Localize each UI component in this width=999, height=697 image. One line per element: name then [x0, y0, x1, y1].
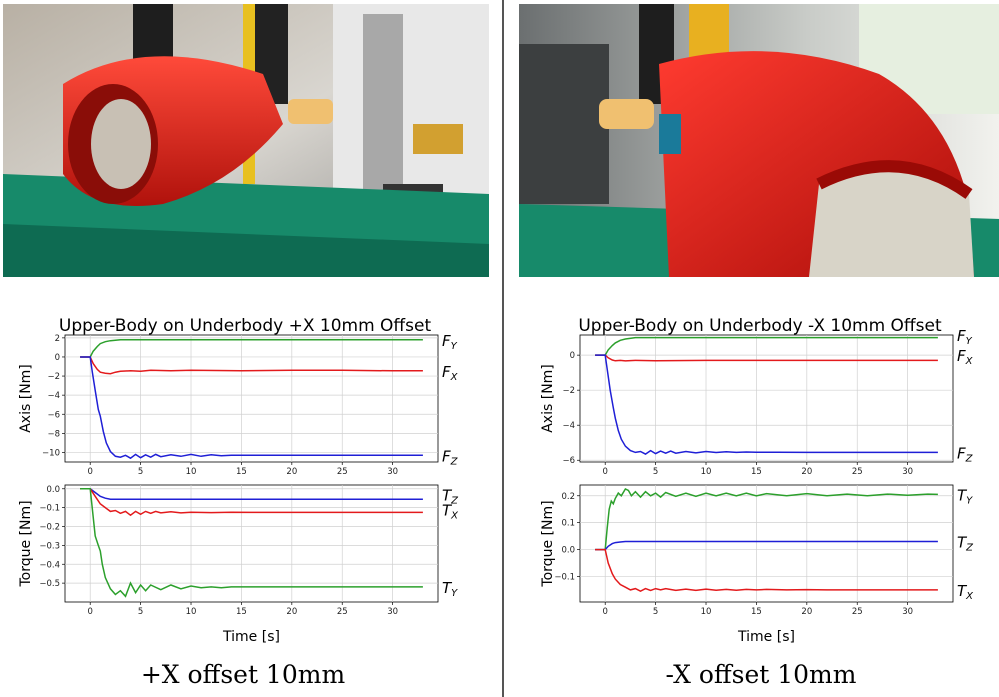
y-tick-label: 0.0 — [46, 485, 60, 495]
x-tick-label: 10 — [701, 467, 712, 477]
x-tick-label: 25 — [852, 467, 863, 477]
x-tick-label: 10 — [186, 467, 197, 477]
y-axis-label: Torque [Nm] — [540, 500, 556, 587]
series-label-FZ: FZ — [957, 444, 974, 464]
x-tick-label: 0 — [602, 467, 607, 477]
x-tick-label: 15 — [751, 467, 762, 477]
x-tick-label: 15 — [236, 467, 247, 477]
y-tick-label: 2 — [55, 334, 60, 344]
x-tick-label: 0 — [87, 607, 92, 617]
series-line-FX — [595, 354, 938, 362]
photo-right-image — [519, 4, 999, 277]
chart-0: 0 5 10 15 20 25 3020−2−4−6−8−10FYFXFZUpper-Bod… — [18, 316, 459, 477]
y-tick-label: −0.1 — [554, 572, 575, 582]
x-tick-label: 5 — [653, 467, 658, 477]
series-line-FZ — [595, 354, 938, 455]
x-tick-label: 30 — [902, 607, 913, 617]
x-tick-label: 20 — [286, 607, 297, 617]
x-tick-label: 0 — [602, 607, 607, 617]
series-label-TX: TX — [442, 502, 459, 522]
y-tick-label: 0.0 — [561, 546, 575, 556]
y-axis-label: Axis [Nm] — [18, 364, 34, 433]
series-label-TZ: TZ — [442, 486, 459, 506]
y-tick-label: −0.5 — [39, 579, 60, 589]
series-line-FY — [595, 336, 938, 356]
x-tick-label: 25 — [852, 607, 863, 617]
series-line-FY — [80, 339, 423, 358]
plot-area — [579, 484, 954, 603]
series-line-TZ — [80, 488, 423, 500]
series-line-TZ — [595, 540, 938, 551]
x-tick-label: 5 — [138, 467, 143, 477]
x-tick-label: 20 — [801, 467, 812, 477]
x-tick-label: 15 — [751, 607, 762, 617]
x-tick-label: 15 — [236, 607, 247, 617]
y-axis-label: Torque [Nm] — [18, 500, 34, 587]
caption-left: +X offset 10mm — [140, 660, 346, 689]
photo-left — [3, 4, 489, 277]
series-label-FX: FX — [442, 363, 459, 383]
photo-left-image — [3, 4, 489, 277]
center-divider — [502, 0, 504, 697]
y-tick-label: −4 — [47, 391, 60, 401]
y-tick-label: 0 — [55, 353, 60, 363]
plot-area — [64, 334, 439, 463]
x-axis-label: Time [s] — [737, 629, 795, 645]
series-label-FY: FY — [957, 327, 973, 347]
x-tick-label: 25 — [337, 607, 348, 617]
series-label-FX: FX — [957, 347, 974, 367]
y-tick-label: −2 — [47, 372, 60, 382]
plot-area — [64, 484, 439, 603]
series-label-FZ: FZ — [442, 447, 459, 467]
x-axis-label: Time [s] — [222, 629, 280, 645]
series-label-TX: TX — [957, 582, 974, 602]
caption-right: -X offset 10mm — [665, 660, 857, 689]
y-tick-label: −0.3 — [39, 541, 60, 551]
plot-area — [579, 334, 954, 463]
y-tick-label: −2 — [562, 386, 575, 396]
y-tick-label: −0.2 — [39, 523, 60, 533]
photo-right — [519, 4, 999, 277]
x-tick-label: 20 — [801, 607, 812, 617]
series-line-TX — [80, 488, 423, 517]
x-tick-label: 30 — [387, 467, 398, 477]
chart-title: Upper-Body on Underbody -X 10mm Offset — [578, 316, 942, 336]
x-tick-label: 20 — [286, 467, 297, 477]
x-tick-label: 25 — [337, 467, 348, 477]
y-tick-label: 0 — [570, 351, 575, 361]
series-line-TX — [595, 548, 938, 593]
y-tick-label: −0.1 — [39, 504, 60, 514]
x-tick-label: 5 — [653, 607, 658, 617]
y-axis-label: Axis [Nm] — [540, 364, 556, 433]
y-tick-label: −6 — [47, 410, 60, 420]
chart-title: Upper-Body on Underbody +X 10mm Offset — [59, 316, 432, 336]
y-tick-label: −6 — [562, 456, 575, 466]
y-tick-label: −10 — [42, 448, 60, 458]
y-tick-label: −8 — [47, 429, 60, 439]
series-label-TZ: TZ — [957, 533, 974, 553]
y-tick-label: 0.2 — [561, 492, 575, 502]
x-tick-label: 30 — [387, 607, 398, 617]
series-label-TY: TY — [957, 486, 973, 506]
series-line-FZ — [80, 356, 423, 460]
series-label-TY: TY — [442, 579, 458, 599]
x-tick-label: 5 — [138, 607, 143, 617]
y-tick-label: 0.1 — [561, 519, 575, 529]
y-tick-label: −0.4 — [39, 560, 60, 570]
series-line-FX — [80, 356, 423, 375]
x-tick-label: 10 — [701, 607, 712, 617]
series-label-FY: FY — [442, 332, 458, 352]
x-tick-label: 0 — [87, 467, 92, 477]
series-line-TY — [80, 488, 423, 598]
chart-3: 0 5 10 15 20 25 30 0.2 0.1 0.0 −0.1 TY TZ TX Torque [N… — [540, 484, 974, 645]
y-tick-label: −4 — [562, 421, 575, 431]
x-tick-label: 10 — [186, 607, 197, 617]
x-tick-label: 30 — [902, 467, 913, 477]
series-line-TY — [595, 488, 938, 551]
